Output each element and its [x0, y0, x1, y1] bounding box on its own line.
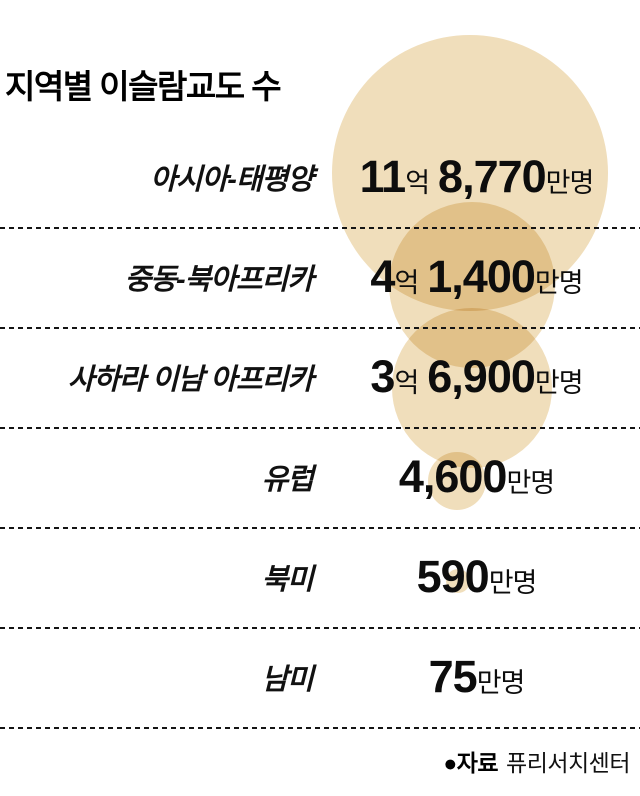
value-number: 75: [428, 651, 478, 702]
dashed-divider: [0, 327, 640, 329]
value-number: 1,400: [427, 251, 536, 302]
dashed-divider: [0, 427, 640, 429]
value-number: 6,900: [427, 351, 536, 402]
value-unit-manmyeong: 만명: [476, 668, 526, 698]
bubble: [446, 569, 470, 593]
dashed-divider: [0, 527, 640, 529]
value-number: 4,600: [398, 451, 508, 502]
table-row-south-america: 남미 75만명: [0, 627, 640, 727]
value-number: 4: [370, 251, 395, 302]
region-label: 중동-북아프리카: [124, 264, 314, 296]
value-unit-manmyeong: 만명: [488, 568, 538, 598]
value-unit-eok: 억: [394, 268, 419, 298]
value-label: 4,600만명: [313, 451, 640, 503]
dashed-divider: [0, 227, 640, 229]
value-label: 11억 8,770만명: [313, 151, 640, 203]
value-unit-manmyeong: 만명: [545, 168, 595, 198]
region-label: 사하라 이남 아프리카: [67, 364, 314, 396]
value-number: 11: [359, 151, 407, 202]
dashed-divider: [0, 627, 640, 629]
value-unit-manmyeong: 만명: [534, 368, 584, 398]
region-label: 아시아-태평양: [150, 164, 314, 196]
bubble: [392, 308, 552, 468]
table-row-asia-pacific: 아시아-태평양 11억 8,770만명: [0, 127, 640, 227]
dashed-divider: [0, 727, 640, 729]
value-number: 8,770: [438, 151, 547, 202]
table-row-sub-saharan-africa: 사하라 이남 아프리카 3억 6,900만명: [0, 327, 640, 427]
value-label: 590만명: [313, 551, 640, 603]
value-number: 590: [416, 551, 490, 602]
value-label: 4억 1,400만명: [313, 251, 640, 303]
table-row-europe: 유럽 4,600만명: [0, 427, 640, 527]
source-name: 퓨리서치센터: [506, 750, 630, 776]
value-label: 75만명: [313, 651, 640, 703]
value-unit-manmyeong: 만명: [506, 468, 555, 498]
value-unit-eok: 억: [405, 168, 430, 198]
value-unit-eok: 억: [394, 368, 419, 398]
value-number: 3: [370, 351, 395, 402]
chart-rows: 아시아-태평양 11억 8,770만명 중동-북아프리카 4억 1,400만명 사하…: [0, 127, 640, 727]
source-bullet-label: ●자료: [443, 750, 499, 776]
region-label: 남미: [261, 664, 314, 696]
table-row-mena: 중동-북아프리카 4억 1,400만명: [0, 227, 640, 327]
region-label: 유럽: [261, 464, 314, 496]
table-row-north-america: 북미 590만명: [0, 527, 640, 627]
source-credit: ●자료 퓨리서치센터: [443, 744, 630, 778]
page-title: 지역별 이슬람교도 수: [5, 68, 282, 105]
bubble: [428, 452, 486, 510]
value-unit-manmyeong: 만명: [534, 268, 584, 298]
region-label: 북미: [261, 564, 314, 596]
value-label: 3억 6,900만명: [313, 351, 640, 403]
